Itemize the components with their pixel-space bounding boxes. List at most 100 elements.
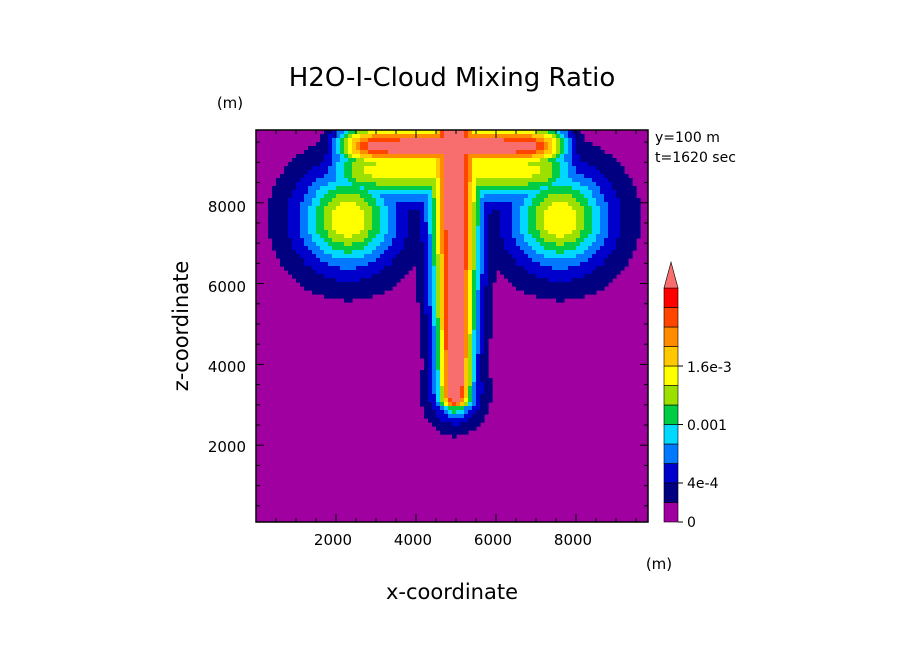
field-cell <box>456 174 461 179</box>
field-cell <box>400 142 405 147</box>
field-cell <box>284 210 289 215</box>
field-cell <box>596 282 601 287</box>
field-cell <box>332 266 337 271</box>
field-cell <box>392 242 397 247</box>
field-cell <box>388 262 393 267</box>
field-cell <box>392 226 397 231</box>
field-cell <box>448 354 453 359</box>
field-cell <box>480 178 485 183</box>
field-cell <box>444 326 449 331</box>
field-cell <box>440 166 445 171</box>
field-cell <box>336 190 341 195</box>
field-cell <box>420 174 425 179</box>
field-cell <box>532 274 537 279</box>
field-cell <box>308 154 313 159</box>
field-cell <box>500 210 505 215</box>
field-cell <box>348 178 353 183</box>
field-cell <box>548 246 553 251</box>
field-cell <box>508 238 513 243</box>
field-cell <box>576 186 581 191</box>
field-cell <box>316 146 321 151</box>
field-cell <box>300 274 305 279</box>
field-cell <box>448 306 453 311</box>
field-cell <box>332 258 337 263</box>
field-cell <box>588 286 593 291</box>
field-cell <box>428 406 433 411</box>
field-cell <box>604 270 609 275</box>
field-cell <box>608 210 613 215</box>
field-cell <box>472 158 477 163</box>
field-cell <box>352 258 357 263</box>
field-cell <box>424 358 429 363</box>
field-cell <box>456 266 461 271</box>
field-cell <box>500 158 505 163</box>
field-cell <box>432 278 437 283</box>
field-cell <box>408 202 413 207</box>
field-cell <box>488 138 493 143</box>
field-cell <box>304 214 309 219</box>
field-cell <box>292 214 297 219</box>
field-cell <box>516 262 521 267</box>
field-cell <box>572 246 577 251</box>
field-cell <box>420 222 425 227</box>
field-cell <box>464 194 469 199</box>
field-cell <box>584 238 589 243</box>
field-cell <box>420 302 425 307</box>
field-cell <box>400 202 405 207</box>
field-cell <box>580 158 585 163</box>
field-cell <box>436 138 441 143</box>
field-cell <box>616 194 621 199</box>
field-cell <box>408 178 413 183</box>
field-cell <box>296 178 301 183</box>
field-cell <box>452 414 457 419</box>
field-cell <box>464 318 469 323</box>
field-cell <box>536 166 541 171</box>
field-cell <box>444 398 449 403</box>
field-cell <box>380 266 385 271</box>
field-cell <box>488 262 493 267</box>
field-cell <box>544 202 549 207</box>
field-cell <box>552 194 557 199</box>
field-cell <box>404 174 409 179</box>
field-cell <box>484 242 489 247</box>
field-cell <box>376 278 381 283</box>
field-cell <box>460 422 465 427</box>
field-cell <box>416 234 421 239</box>
field-cell <box>424 414 429 419</box>
field-cell <box>456 382 461 387</box>
field-cell <box>312 190 317 195</box>
field-cell <box>344 202 349 207</box>
field-cell <box>428 222 433 227</box>
field-cell <box>564 198 569 203</box>
field-cell <box>388 198 393 203</box>
field-cell <box>608 226 613 231</box>
field-cell <box>468 142 473 147</box>
field-cell <box>420 294 425 299</box>
field-cell <box>588 230 593 235</box>
field-cell <box>460 202 465 207</box>
field-cell <box>404 162 409 167</box>
field-cell <box>572 170 577 175</box>
field-cell <box>432 330 437 335</box>
field-cell <box>464 378 469 383</box>
field-cell <box>416 170 421 175</box>
field-cell <box>524 190 529 195</box>
field-cell <box>480 362 485 367</box>
field-cell <box>476 298 481 303</box>
field-cell <box>576 182 581 187</box>
field-cell <box>592 250 597 255</box>
field-cell <box>576 266 581 271</box>
field-cell <box>448 294 453 299</box>
field-cell <box>516 134 521 139</box>
field-cell <box>416 158 421 163</box>
field-cell <box>464 394 469 399</box>
field-cell <box>520 194 525 199</box>
field-cell <box>476 378 481 383</box>
field-cell <box>600 266 605 271</box>
field-cell <box>328 230 333 235</box>
field-cell <box>608 190 613 195</box>
field-cell <box>456 358 461 363</box>
field-cell <box>308 158 313 163</box>
field-cell <box>288 258 293 263</box>
field-cell <box>464 418 469 423</box>
